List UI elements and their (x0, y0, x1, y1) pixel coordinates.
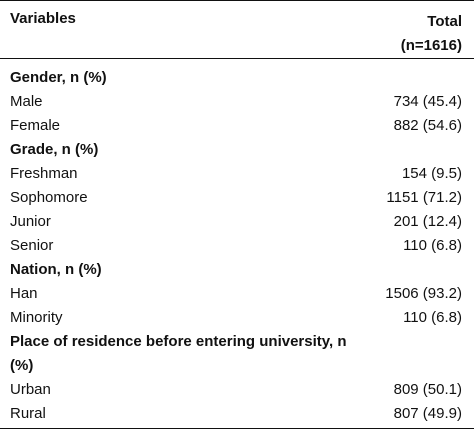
variables-header: Variables (10, 10, 76, 27)
table-row: Han 1506 (93.2) (0, 282, 474, 306)
row-label: Sophomore (10, 189, 88, 206)
row-value: 110 (6.8) (403, 309, 462, 326)
row-value: 809 (50.1) (393, 381, 462, 398)
total-header-n: (n=1616) (400, 37, 462, 54)
table-row: Grade, n (%) (0, 138, 474, 162)
row-value: 807 (49.9) (393, 405, 462, 422)
table-row: Female 882 (54.6) (0, 114, 474, 138)
table-row: Rural 807 (49.9) (0, 402, 474, 426)
total-header: Total (n=1616) (401, 10, 462, 58)
row-label: Senior (10, 237, 54, 254)
table-body: Gender, n (%) Male 734 (45.4) Female 882… (0, 66, 474, 426)
row-label: Urban (10, 381, 51, 398)
row-label: Minority (10, 309, 63, 326)
table-row: Freshman 154 (9.5) (0, 162, 474, 186)
row-value: 734 (45.4) (393, 93, 462, 110)
table-header: Variables Total (n=1616) (0, 0, 474, 59)
table-row: Place of residence before entering unive… (0, 330, 474, 378)
row-label: Grade, n (%) (10, 141, 99, 158)
row-label: Gender, n (%) (10, 69, 107, 86)
table-row: Nation, n (%) (0, 258, 474, 282)
table-row: Senior 110 (6.8) (0, 234, 474, 258)
table-row: Minority 110 (6.8) (0, 306, 474, 330)
row-value: 1151 (71.2) (386, 189, 462, 206)
row-label: Junior (10, 213, 51, 230)
row-value: 1506 (93.2) (385, 285, 462, 302)
table-row: Gender, n (%) (0, 66, 474, 90)
row-label: Han (10, 285, 38, 302)
row-label: Place of residence before entering unive… (10, 333, 347, 374)
total-header-label: Total (427, 13, 462, 30)
table-row: Junior 201 (12.4) (0, 210, 474, 234)
table-bottom-rule (0, 428, 474, 429)
row-label: Freshman (10, 165, 78, 182)
row-label: Nation, n (%) (10, 261, 102, 278)
row-label: Female (10, 117, 61, 134)
table-row: Male 734 (45.4) (0, 90, 474, 114)
row-value: 154 (9.5) (401, 165, 462, 182)
row-value: 882 (54.6) (393, 117, 462, 134)
table-row: Urban 809 (50.1) (0, 378, 474, 402)
row-label: Male (10, 93, 43, 110)
row-value: 110 (6.8) (403, 237, 462, 254)
row-value: 201 (12.4) (393, 213, 462, 230)
row-label: Rural (10, 405, 46, 422)
table-row: Sophomore 1151 (71.2) (0, 186, 474, 210)
